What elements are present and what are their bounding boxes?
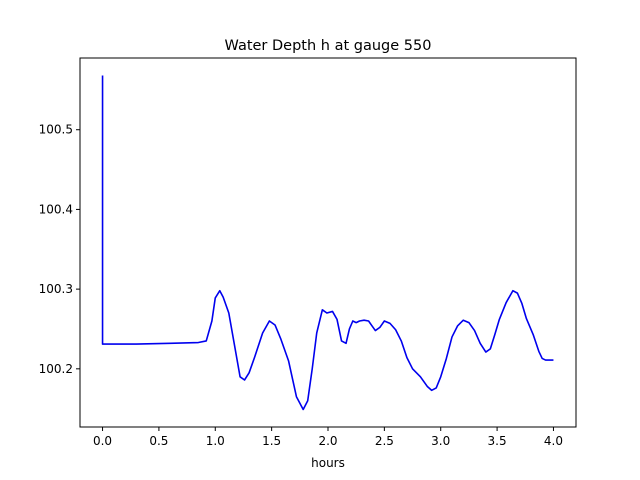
plot-area <box>79 57 577 428</box>
x-tick-label: 2.0 <box>318 434 337 448</box>
y-tick-label: 100.2 <box>39 362 73 376</box>
y-tick-label: 100.5 <box>39 123 73 137</box>
x-tick-label: 1.5 <box>262 434 281 448</box>
series-line-0 <box>101 75 554 411</box>
chart-title: Water Depth h at gauge 550 <box>225 38 432 54</box>
x-tick-label: 2.5 <box>375 434 394 448</box>
x-tick-label: 0.0 <box>93 434 112 448</box>
plot-frame <box>79 57 577 428</box>
x-tick-label: 4.0 <box>544 434 563 448</box>
x-tick-label: 3.0 <box>431 434 450 448</box>
y-tick-label: 100.4 <box>39 202 73 216</box>
y-axis: 100.2 100.3 100.4 100.5 <box>39 123 80 376</box>
y-tick-label: 100.3 <box>39 282 73 296</box>
x-tick-label: 1.0 <box>206 434 225 448</box>
x-axis: 0.0 0.5 1.0 1.5 2.0 2.5 3.0 3.5 4.0 <box>93 427 563 448</box>
x-axis-label: hours <box>311 456 345 470</box>
x-tick-label: 3.5 <box>488 434 507 448</box>
x-tick-label: 0.5 <box>149 434 168 448</box>
